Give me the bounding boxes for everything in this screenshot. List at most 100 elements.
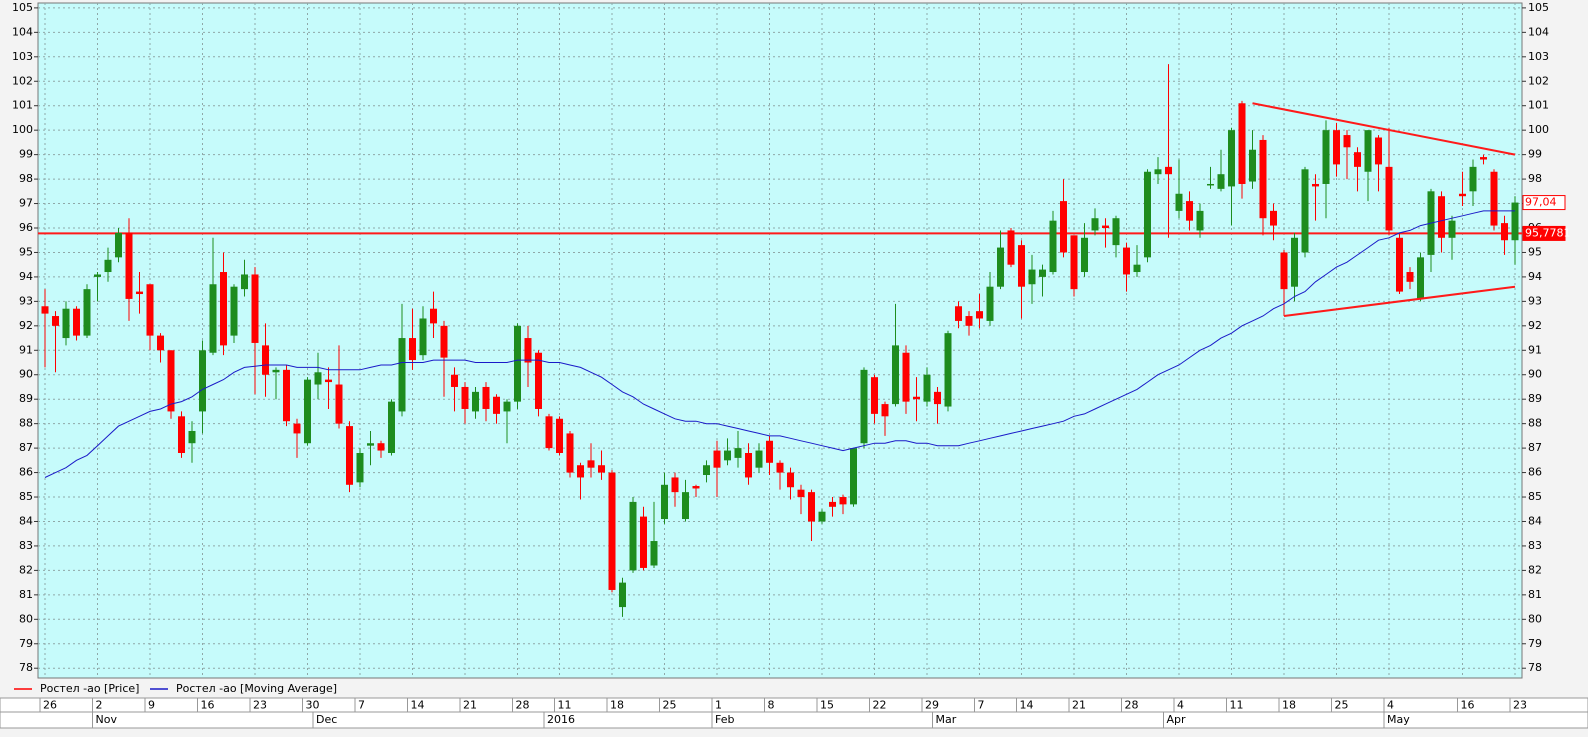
- candle-body: [1333, 130, 1340, 165]
- candle-body: [713, 450, 721, 468]
- trendline: [1283, 285, 1516, 318]
- candle-body: [1039, 269, 1046, 277]
- candle-body: [1469, 166, 1477, 192]
- candle-body: [650, 541, 658, 566]
- x-tick-label: 30: [306, 699, 320, 712]
- candle-body: [976, 311, 983, 319]
- y-tick-label: 104: [12, 25, 33, 38]
- y2-tick-label: 100: [1528, 123, 1549, 136]
- candle-body: [251, 274, 259, 343]
- candle-body: [745, 453, 752, 478]
- y2-tick-label: 79: [1528, 637, 1542, 650]
- x-tick-label: 21: [1072, 699, 1086, 712]
- y2-tick-label: 80: [1528, 612, 1542, 625]
- y-tick-label: 105: [12, 1, 33, 14]
- candle-body: [409, 338, 416, 361]
- candle-body: [1091, 218, 1099, 231]
- candle-body: [136, 291, 143, 295]
- y2-tick-label: 101: [1528, 99, 1549, 112]
- month-label: Nov: [96, 713, 118, 726]
- x-tick-label: 26: [43, 699, 57, 712]
- candle-body: [440, 325, 448, 358]
- candle-body: [430, 308, 437, 324]
- candle-body: [1070, 235, 1078, 290]
- y-tick-label: 81: [19, 588, 33, 601]
- y2-tick-label: 93: [1528, 294, 1542, 307]
- y-tick-label: 97: [19, 197, 33, 210]
- y2-tick-label: 103: [1528, 50, 1549, 63]
- candle-body: [577, 465, 584, 478]
- candle-body: [1028, 269, 1036, 285]
- y2-tick-label: 88: [1528, 417, 1542, 430]
- candle-body: [1354, 152, 1361, 167]
- candle-body: [545, 416, 553, 449]
- y2-tick-label: 86: [1528, 466, 1542, 479]
- candle-body: [692, 486, 700, 489]
- candle-body: [934, 391, 941, 405]
- date-axis: [0, 697, 1588, 729]
- y-tick-label: 84: [19, 514, 33, 527]
- candle-body: [829, 501, 836, 507]
- y-tick-label: 94: [19, 270, 33, 283]
- candle-body: [1385, 166, 1393, 231]
- candle-body: [167, 350, 175, 412]
- candle-body: [1312, 183, 1319, 187]
- candle-body: [283, 369, 290, 422]
- candle-body: [514, 325, 521, 402]
- y-tick-label: 80: [19, 612, 33, 625]
- y-tick-label: 99: [19, 148, 33, 161]
- y2-tick-label: 84: [1528, 514, 1542, 527]
- candle-body: [661, 484, 668, 520]
- candle-body: [503, 401, 511, 412]
- y-tick-label: 86: [19, 466, 33, 479]
- candle-body: [902, 352, 910, 402]
- candle-body: [1060, 201, 1067, 253]
- candle-body: [766, 440, 773, 463]
- candle-body: [629, 501, 637, 571]
- candle-body: [703, 465, 710, 476]
- y-tick-label: 87: [19, 441, 33, 454]
- candle-body: [178, 416, 185, 453]
- y2-tick-label: 92: [1528, 319, 1542, 332]
- candle-body: [608, 472, 616, 590]
- candle-body: [923, 374, 931, 402]
- candle-body: [83, 289, 91, 336]
- candle-body: [1259, 139, 1267, 219]
- x-tick-label: 1: [715, 699, 722, 712]
- y-tick-label: 92: [19, 319, 33, 332]
- candle-body: [535, 352, 542, 409]
- x-tick-label: 23: [1513, 699, 1527, 712]
- candle-body: [640, 516, 647, 568]
- x-tick-label: 18: [1282, 699, 1296, 712]
- candle-body: [325, 379, 332, 383]
- candle-body: [472, 391, 479, 412]
- candle-body: [1144, 171, 1151, 258]
- x-tick-label: 11: [558, 699, 572, 712]
- y-tick-label: 89: [19, 392, 33, 405]
- x-tick-label: 16: [1461, 699, 1475, 712]
- x-tick-label: 8: [768, 699, 775, 712]
- candle-body: [1228, 130, 1235, 187]
- candle-body: [41, 306, 49, 314]
- y2-tick-label: 85: [1528, 490, 1542, 503]
- candle-body: [892, 345, 899, 405]
- x-tick-label: 25: [1335, 699, 1349, 712]
- candle-body: [493, 396, 500, 414]
- candle-body: [356, 453, 364, 483]
- candle-body: [1490, 171, 1498, 226]
- y-tick-label: 95: [19, 245, 33, 258]
- candle-body: [125, 232, 133, 299]
- x-tick-label: 28: [516, 699, 530, 712]
- x-tick-label: 28: [1125, 699, 1139, 712]
- candle-body: [388, 401, 395, 453]
- month-label: Feb: [715, 713, 734, 726]
- x-tick-label: 29: [925, 699, 939, 712]
- y-tick-label: 96: [19, 221, 33, 234]
- y2-tick-label: 104: [1528, 25, 1549, 38]
- x-tick-label: 4: [1387, 699, 1394, 712]
- x-tick-label: 18: [610, 699, 624, 712]
- candle-body: [1396, 237, 1403, 292]
- x-tick-label: 7: [978, 699, 985, 712]
- candle-body: [482, 386, 490, 409]
